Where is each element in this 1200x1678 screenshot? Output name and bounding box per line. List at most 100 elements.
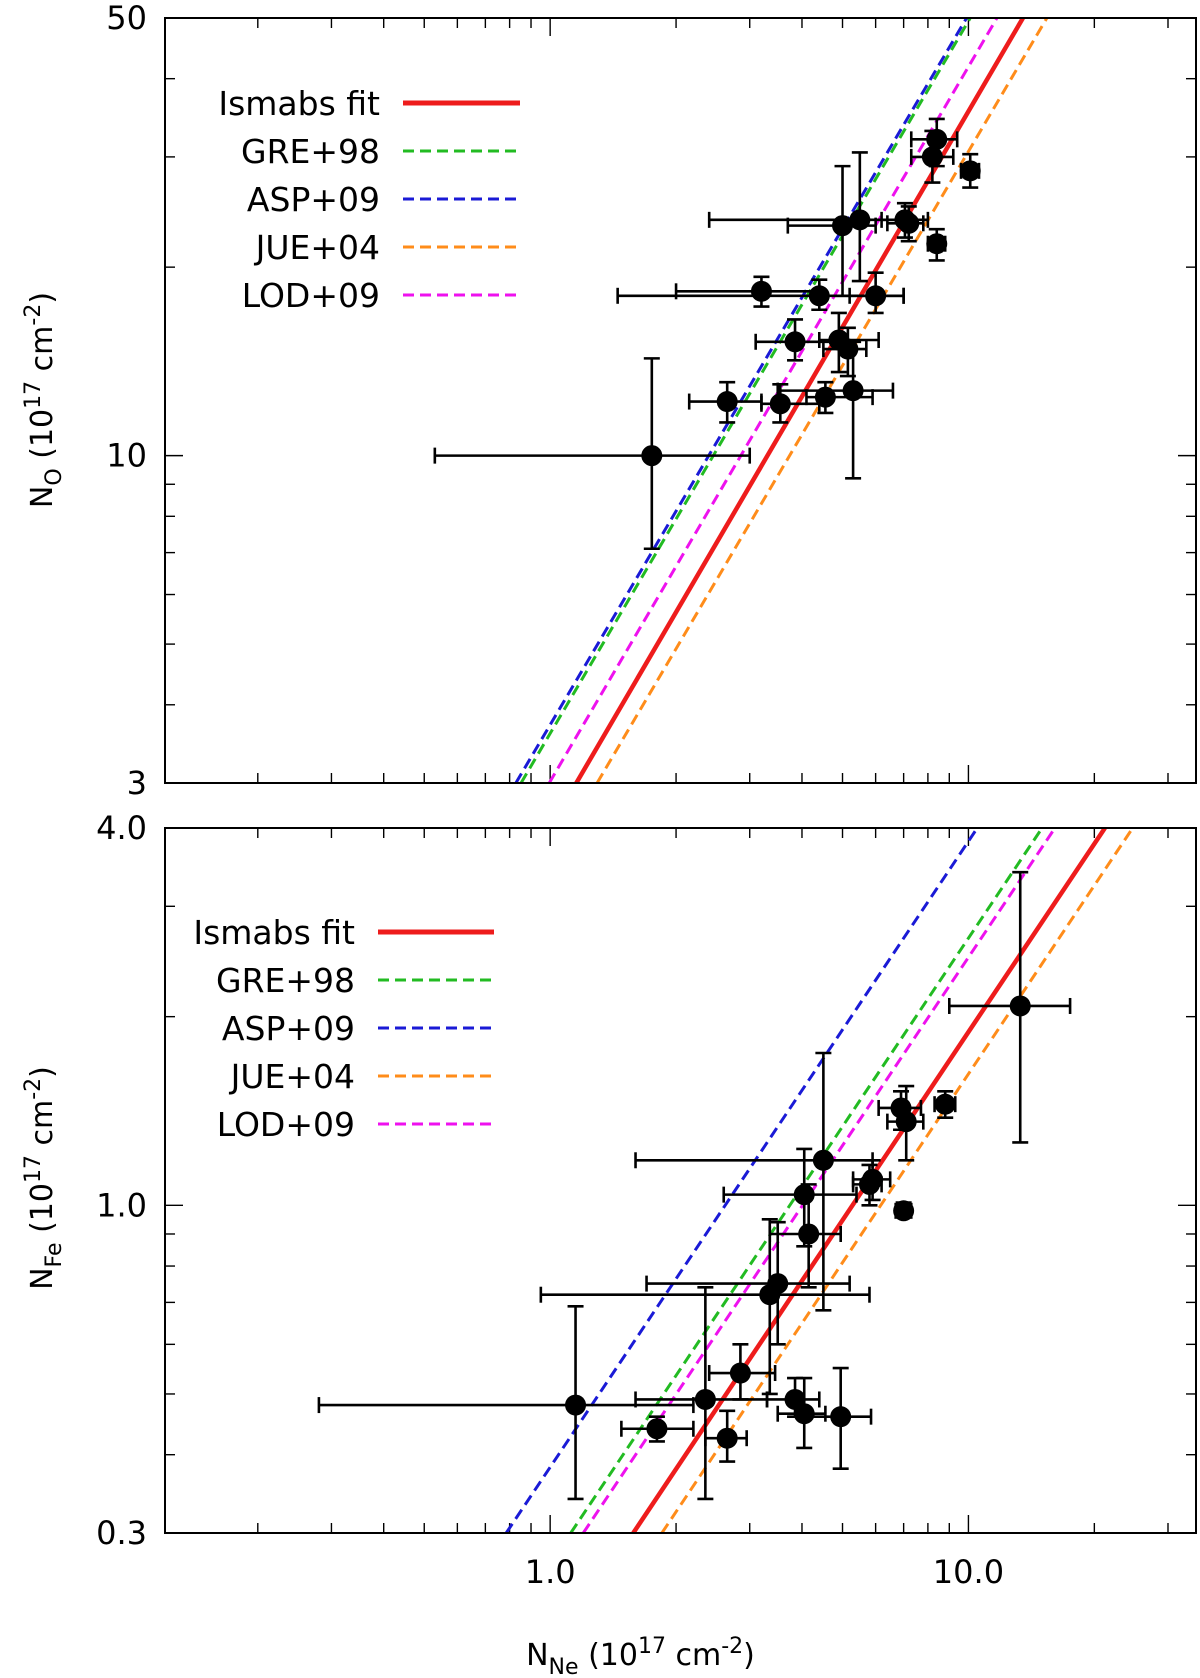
y-tick-label: 0.3 [96,1514,147,1552]
point-marker [865,285,887,307]
point-marker [767,1273,789,1295]
point-marker [798,1223,820,1245]
legend-entry-jue-04: JUE+04 [254,228,520,267]
data-point [886,1084,925,1162]
legend-entry-ismabs-fit: Ismabs fit [193,913,494,952]
point-marker [895,1111,917,1133]
data-point [704,1409,748,1463]
legend-label: ASP+09 [247,180,380,219]
point-marker [784,331,806,353]
point-marker [934,1093,956,1115]
data-point [893,1200,915,1222]
legend-entry-ismabs-fit: Ismabs fit [218,84,520,123]
point-marker [959,160,981,182]
data-point [722,1147,858,1248]
data-point [754,318,841,362]
data-point [707,1343,777,1401]
data-point [947,870,1072,1144]
data-points [433,117,981,551]
data-point [634,1285,769,1501]
data-point [674,275,821,308]
data-point [909,117,959,168]
legend-label: GRE+98 [241,132,380,171]
y-tick-label: 4.0 [96,809,147,847]
y-tick-label: 10 [106,437,147,475]
legend-entry-asp-09: ASP+09 [247,180,520,219]
point-marker [926,233,948,255]
x-tick-label: 10.0 [933,1553,1004,1591]
legend-label: JUE+04 [229,1057,355,1096]
plot-frame [164,827,1197,1534]
data-point [620,1415,695,1443]
line-jue-04 [660,828,1134,1533]
point-marker [716,1427,738,1449]
legend-label: LOD+09 [217,1105,355,1144]
point-marker [1009,995,1031,1017]
tick-marks [165,828,1196,1533]
data-point [786,164,877,298]
x-axis-label: NNe (1017 cm-2) [526,1634,755,1678]
panel-top: 50 10 3 Ismabs fit GRE+98 ASP+09 JUE+04 LOD+09 N… [21,0,1197,802]
data-point [933,1090,957,1119]
point-marker [849,209,871,231]
panel-bottom: 4.0 1.0 0.3 1.0 10.0 Ismabs fit GRE+98 ASP+09 JU… [21,809,1197,1678]
legend-label: JUE+04 [254,228,380,267]
legend-label: GRE+98 [216,961,355,1000]
point-marker [893,1200,915,1222]
point-marker [793,1184,815,1206]
y-tick-label: 50 [106,0,147,37]
legend-entry-gre-98: GRE+98 [216,961,494,1000]
legend-entry-asp-09: ASP+09 [222,1009,494,1048]
data-point [687,380,763,424]
point-marker [769,393,791,415]
data-point [959,152,981,189]
line-asp-09 [504,828,979,1533]
line-gre-98 [569,828,1044,1533]
point-marker [750,280,772,302]
data-point [776,1376,827,1450]
plot-frame [164,17,1197,784]
x-tick-label: 1.0 [525,1553,576,1591]
point-marker [830,1406,852,1428]
legend-label: Ismabs fit [218,84,380,123]
point-marker [812,1149,834,1171]
y-tick-label: 3 [127,764,147,802]
point-marker [716,391,738,413]
legend-entry-gre-98: GRE+98 [241,132,520,171]
model-lines [504,828,1134,1533]
legend: Ismabs fit GRE+98 ASP+09 JUE+04 LOD+09 [193,913,494,1144]
y-tick-label: 1.0 [96,1186,147,1224]
data-point [645,1220,851,1346]
legend-label: ASP+09 [222,1009,355,1048]
data-point [926,227,948,262]
point-marker [862,1168,884,1190]
data-point [765,1376,821,1418]
data-point [802,1366,873,1470]
y-axis-label: NFe (1017 cm-2) [21,1066,67,1290]
point-marker [926,128,948,150]
data-point [851,1158,892,1202]
point-marker [646,1418,668,1440]
data-points [317,870,1072,1501]
legend-entry-jue-04: JUE+04 [229,1057,494,1096]
legend-label: LOD+09 [242,276,380,315]
legend: Ismabs fit GRE+98 ASP+09 JUE+04 LOD+09 [218,84,520,315]
point-marker [729,1362,751,1384]
point-marker [565,1394,587,1416]
data-point [848,271,905,315]
point-marker [694,1388,716,1410]
data-point [707,151,905,283]
y-axis-label: NO (1017 cm-2) [21,292,67,508]
legend-entry-lod-09: LOD+09 [242,276,520,315]
legend-label: Ismabs fit [193,913,355,952]
tick-marks [165,18,1196,783]
legend-entry-lod-09: LOD+09 [217,1105,494,1144]
point-marker [921,146,943,168]
point-marker [808,285,830,307]
point-marker [842,380,864,402]
data-point [433,357,752,551]
point-marker [641,445,663,467]
data-point [317,1305,695,1501]
data-point [776,340,895,480]
